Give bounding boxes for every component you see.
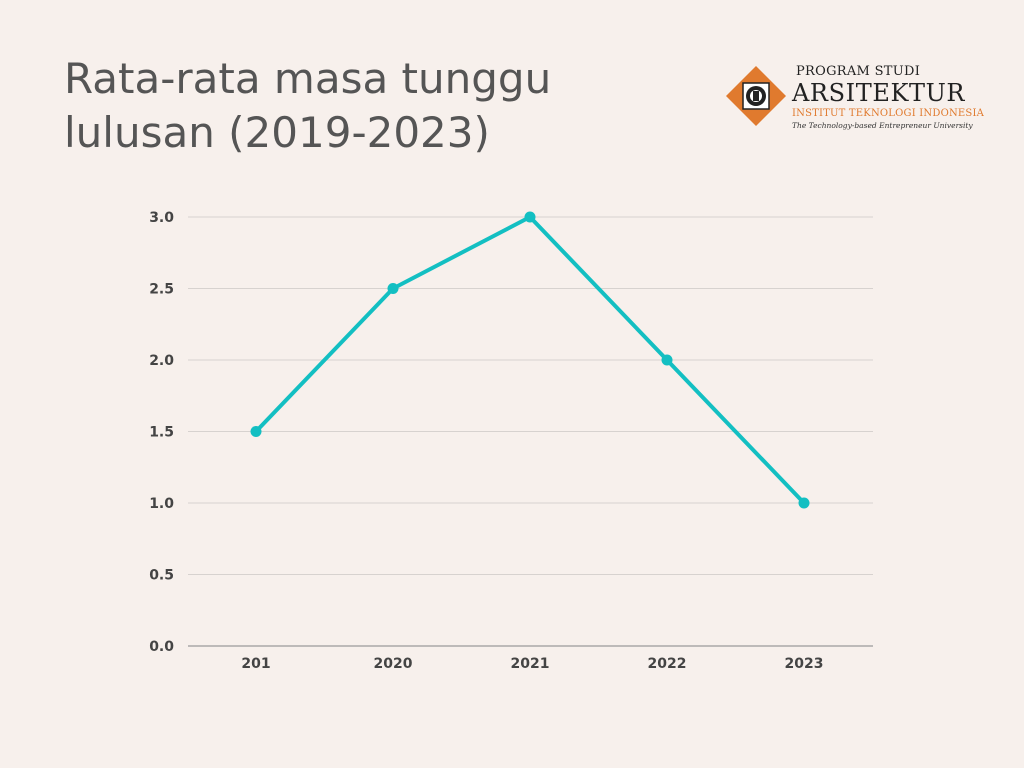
y-tick-label: 1.5 — [149, 425, 174, 441]
y-tick-label: 2.5 — [149, 282, 174, 298]
logo-department-name: ARSITEKTUR — [792, 79, 966, 107]
data-point — [387, 283, 399, 294]
x-tick-label: 2020 — [374, 656, 413, 672]
x-tick-label: 2022 — [648, 656, 687, 672]
y-tick-label: 0.0 — [149, 639, 174, 655]
chart-title-line-2: lulusan (2019-2023) — [64, 108, 490, 157]
chart-title: Rata-rata masa tunggu lulusan (2019-2023… — [64, 52, 624, 160]
logo-program-label: PROGRAM STUDI — [796, 64, 921, 79]
program-logo: PROGRAM STUDI ARSITEKTUR INSTITUT TEKNOL… — [726, 64, 996, 144]
chart-title-line-1: Rata-rata masa tunggu — [64, 54, 552, 103]
logo-institution-name: INSTITUT TEKNOLOGI INDONESIA — [792, 108, 985, 119]
x-tick-label: 201 — [241, 656, 270, 672]
logo-tagline: The Technology-based Entrepreneur Univer… — [792, 121, 973, 130]
y-tick-label: 3.0 — [149, 210, 174, 226]
y-tick-label: 1.0 — [149, 496, 174, 512]
x-tick-label: 2023 — [785, 656, 824, 672]
y-tick-label: 0.5 — [149, 568, 174, 584]
data-point — [798, 497, 810, 509]
x-tick-label: 2021 — [511, 656, 550, 672]
logo-text: PROGRAM STUDI ARSITEKTUR INSTITUT TEKNOL… — [792, 64, 992, 131]
data-point — [524, 211, 536, 223]
data-point — [661, 354, 673, 366]
logo-emblem-icon — [726, 66, 786, 126]
y-tick-label: 2.0 — [149, 353, 174, 369]
data-point — [250, 426, 262, 437]
